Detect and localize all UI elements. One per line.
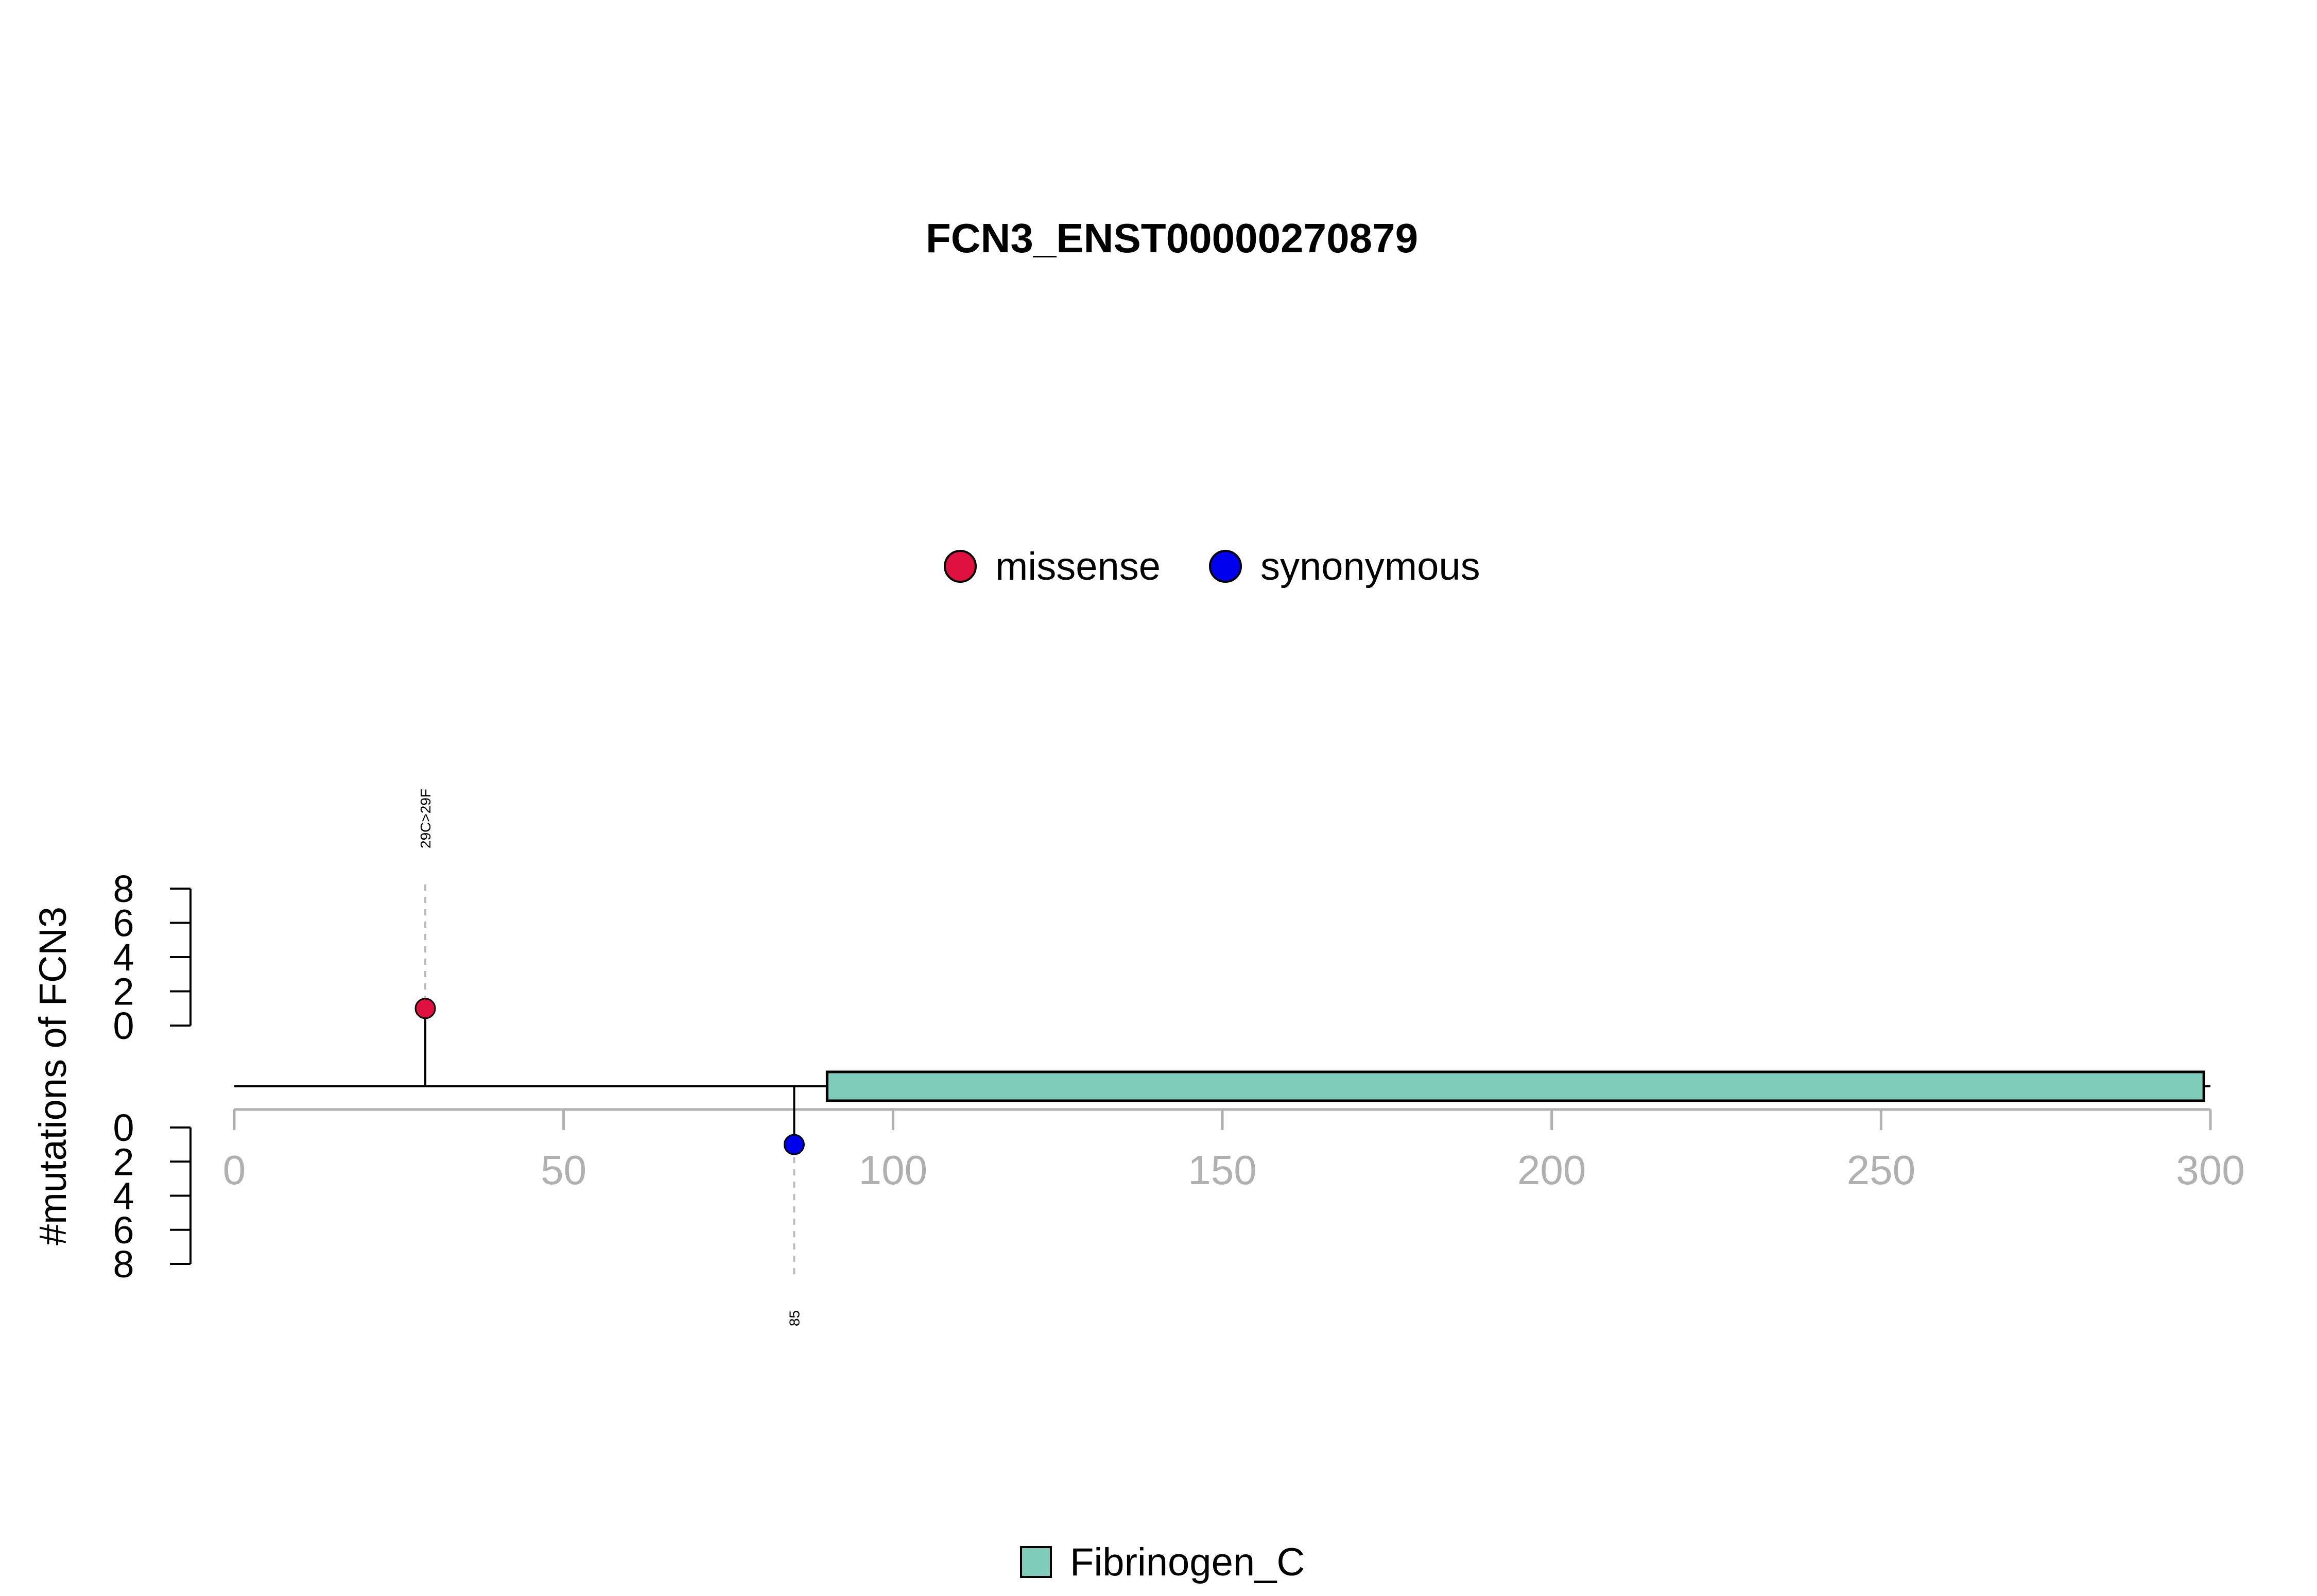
x-tick-label-200: 200 [1517,1147,1586,1193]
y-tick-label-lower-6: 6 [113,1209,134,1252]
chart-title: FCN3_ENST00000270879 [926,215,1418,261]
y-tick-label-lower-0: 0 [113,1106,134,1149]
legend-label-synonymous: synonymous [1260,545,1480,588]
x-tick-label-300: 300 [2176,1147,2244,1193]
legend-label-missense: missense [995,545,1161,588]
protein-domains [825,1070,2205,1102]
y-tick-label-upper-8: 8 [113,868,134,910]
y-tick-label-lower-4: 4 [113,1175,134,1218]
mutation-29C>29F: 29C>29F [414,789,436,1086]
domain-Fibrinogen_C [825,1070,2205,1102]
mutation-85: 85 [783,1086,805,1326]
legend-entry-missense: missense [944,545,1161,588]
mutation-label-85: 85 [786,1310,802,1326]
mutation-lollipops: 29C>29F 85 [414,789,805,1326]
mutation-point-85 [783,1134,805,1155]
mutation-point-29C>29F [414,998,436,1019]
x-tick-label-50: 50 [541,1147,586,1193]
y-tick-label-upper-6: 6 [113,902,134,945]
domain-legend: Fibrinogen_C [1020,1540,1305,1584]
legend-marker-synonymous [1209,550,1242,583]
y-tick-label-upper-4: 4 [113,936,134,979]
x-axis: 0 50 100 150 200 250 300 [223,1108,2245,1193]
mutation-legend: missense synonymous [944,545,1480,588]
y-tick-label-lower-8: 8 [113,1243,134,1286]
x-tick-label-0: 0 [223,1147,246,1193]
x-tick-label-250: 250 [1847,1147,1915,1193]
legend-entry-synonymous: synonymous [1209,545,1480,588]
legend-marker-missense [944,550,977,583]
x-tick-label-150: 150 [1188,1147,1256,1193]
domain-legend-entry-Fibrinogen_C: Fibrinogen_C [1020,1540,1305,1584]
y-tick-label-upper-2: 2 [113,970,134,1013]
mutation-label-29C>29F: 29C>29F [418,789,434,848]
domain-legend-label-Fibrinogen_C: Fibrinogen_C [1070,1540,1305,1584]
y-axis-label: #mutations of FCN3 [31,907,74,1245]
domain-legend-swatch-Fibrinogen_C [1020,1546,1052,1578]
x-tick-label-100: 100 [859,1147,927,1193]
y-tick-label-lower-2: 2 [113,1140,134,1183]
y-tick-label-upper-0: 0 [113,1004,134,1047]
